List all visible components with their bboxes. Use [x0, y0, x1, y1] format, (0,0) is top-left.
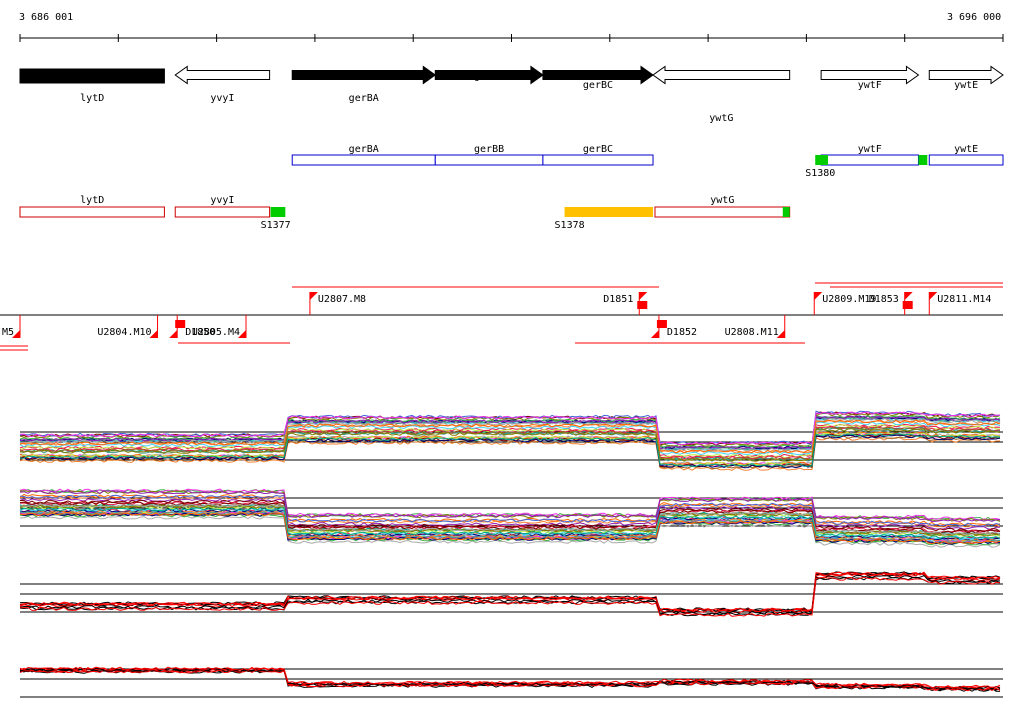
panel3-trace [19, 576, 1001, 617]
operon-label-rev: ywtG [710, 195, 734, 206]
panel3-trace [19, 573, 1001, 614]
gene-label: gerBB [474, 71, 504, 82]
probe-marker-fwd [639, 292, 648, 300]
operon-label-fwd: gerBC [583, 144, 613, 155]
probe-marker-fwd [929, 292, 938, 300]
panel2-trace [19, 512, 1001, 545]
probe-marker-rev [238, 330, 247, 338]
gene-arrow [542, 65, 654, 85]
operon-label-fwd: ywtE [954, 144, 978, 155]
operon-label-fwd: gerBB [474, 144, 504, 155]
gene-label: lytD [80, 93, 104, 104]
gene-label: ywtE [954, 80, 978, 91]
operon-box-fwd [434, 154, 544, 166]
probe-marker-fwd [814, 292, 823, 300]
probe-marker-fwd [904, 292, 913, 300]
probe-label-rev: U2808.M11 [725, 327, 779, 338]
operon-box-fwd [820, 154, 919, 166]
gene-label: gerBA [349, 93, 379, 104]
operon-box-rev [19, 206, 165, 218]
probe-label-fwd: U2809.M19 [822, 294, 876, 305]
axis-end-label: 3 696 000 [947, 12, 1002, 23]
panel1-trace [19, 419, 1001, 454]
gene-arrow [174, 65, 271, 85]
panel2-trace [19, 503, 1001, 536]
panel3-trace [19, 576, 1001, 617]
gene-label: gerBC [583, 80, 613, 91]
operon-label-fwd: gerBA [349, 144, 379, 155]
gene-arrow [928, 65, 1004, 85]
panel1-trace [19, 426, 1001, 461]
panel2-trace [19, 494, 1001, 527]
gene-arrow [19, 68, 165, 84]
panel2-trace [19, 490, 1001, 523]
panel1-trace [19, 411, 1001, 446]
panel2-trace [19, 507, 1001, 540]
operon-label-rev: lytD [80, 195, 104, 206]
panel4-trace [19, 666, 1001, 689]
gene-arrow [291, 65, 437, 85]
panel2-trace [19, 495, 1001, 528]
axis-start-label: 3 686 001 [19, 12, 74, 23]
probe-box [656, 320, 667, 328]
operon-box-rev [654, 206, 791, 218]
probe-box [637, 301, 648, 309]
probe-label-rev: U2804.M10 [97, 327, 151, 338]
probe-label-rev: D1850 [185, 327, 215, 338]
panel1-trace [19, 436, 1001, 471]
probe-box [175, 320, 186, 328]
probe-marker-rev [12, 330, 20, 338]
probe-marker-rev [149, 330, 158, 338]
probe-box [902, 301, 913, 309]
operon-box-fwd [542, 154, 654, 166]
operon-label-rev: yvyI [210, 195, 234, 206]
signal-label: S1380 [805, 168, 835, 179]
gene-label: ywtG [709, 113, 733, 124]
probe-label-fwd: D1851 [603, 294, 633, 305]
signal-marker [918, 155, 928, 165]
gene-arrow [434, 65, 544, 85]
probe-label-rev: U2805.M4 [192, 327, 240, 338]
signal-label: S1378 [555, 220, 585, 231]
signal-marker [815, 155, 829, 165]
probe-marker-rev [650, 330, 659, 338]
panel4-trace [19, 669, 1001, 692]
panel1-trace [19, 431, 1001, 466]
operon-box-fwd [928, 154, 1004, 166]
panel3-trace [19, 574, 1001, 615]
operon-box-rev [174, 206, 271, 218]
panel4-trace [19, 669, 1001, 692]
probe-label-fwd: U2811.M14 [937, 294, 991, 305]
signal-label: S1377 [261, 220, 291, 231]
panel1-trace [19, 433, 1001, 468]
probe-marker-fwd [309, 292, 318, 300]
operon-label-fwd: ywtF [858, 144, 882, 155]
gene-label: ywtF [858, 80, 882, 91]
panel2-trace [19, 488, 1001, 521]
probe-marker-rev [169, 330, 178, 338]
probe-label-fwd: U2807.M8 [318, 294, 366, 305]
panel1-trace [19, 428, 1001, 462]
panel1-trace [19, 424, 1001, 459]
probe-label-rev: .M5 [0, 327, 14, 338]
probe-label-fwd: D1853 [869, 294, 899, 305]
probe-label-rev: D1852 [667, 327, 697, 338]
gene-arrow [820, 65, 920, 85]
panel2-trace [19, 501, 1001, 534]
signal-marker [782, 207, 790, 217]
panel3-trace [19, 571, 1001, 613]
panel1-trace [19, 415, 1001, 450]
operon-box-fwd [291, 154, 436, 166]
panel2-trace [19, 498, 1001, 530]
signal-marker [564, 207, 654, 217]
panel2-trace [19, 511, 1001, 544]
gene-label: yvyI [210, 93, 234, 104]
gene-arrow [652, 65, 791, 85]
probe-marker-rev [776, 330, 785, 338]
signal-marker [270, 207, 286, 217]
